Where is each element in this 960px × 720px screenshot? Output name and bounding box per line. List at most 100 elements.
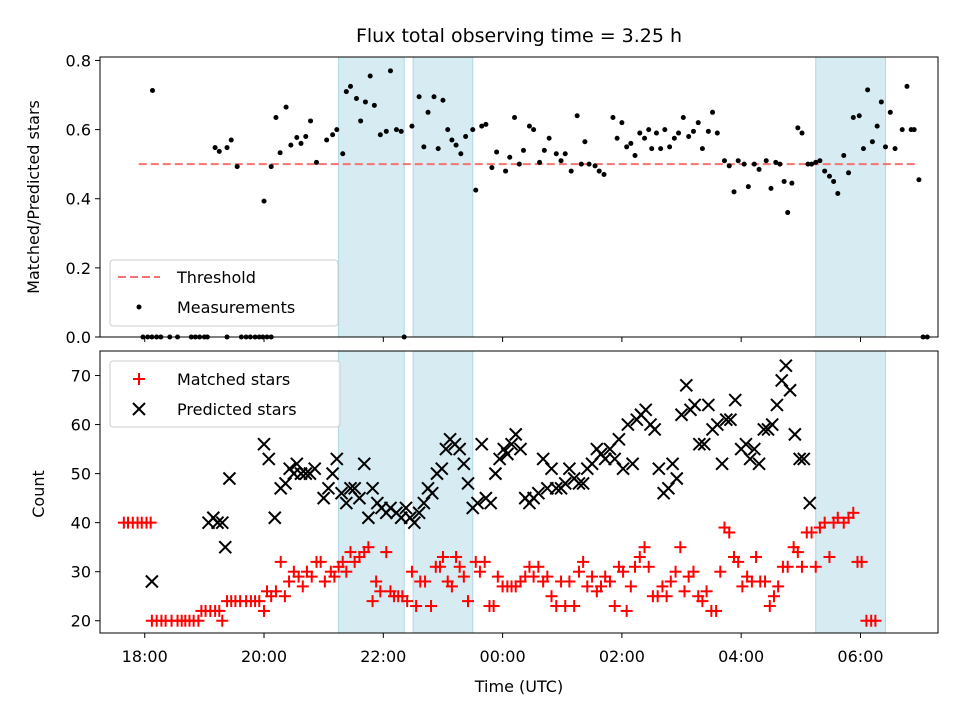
- matched-star-point: [710, 604, 723, 617]
- measurement-point: [334, 127, 340, 133]
- measurement-point: [874, 123, 880, 129]
- predicted-star-point: [257, 437, 271, 451]
- matched-star-point: [595, 580, 608, 593]
- measurement-point: [393, 127, 399, 133]
- measurement-point: [298, 140, 304, 146]
- measurement-point: [398, 128, 404, 134]
- measurement-point: [578, 161, 584, 167]
- predicted-star-point: [558, 476, 572, 491]
- predicted-star-point: [365, 481, 380, 496]
- chart-title: Flux total observing time = 3.25 h: [356, 25, 682, 47]
- measurement-point: [614, 135, 620, 141]
- measurement-point: [343, 89, 349, 95]
- legend-measurements-label: Measurements: [177, 298, 295, 317]
- measurement-point: [541, 147, 547, 153]
- measurement-point: [624, 144, 630, 150]
- matched-star-point: [527, 570, 540, 583]
- matched-star-point: [700, 585, 713, 598]
- measurement-point: [601, 172, 607, 178]
- matched-star-point: [453, 560, 466, 573]
- predicted-star-point: [278, 476, 293, 491]
- ratio-panel: 0.00.20.40.60.8 Matched/Predicted stars …: [24, 51, 939, 347]
- matched-star-point: [660, 590, 673, 603]
- measurement-point: [416, 94, 422, 100]
- top-y-tick-label: 0.8: [66, 51, 91, 70]
- predicted-star-point: [470, 496, 485, 510]
- x-tick-label: 22:00: [360, 647, 406, 666]
- measurement-point: [637, 130, 643, 136]
- measurement-point: [512, 114, 518, 120]
- measurement-point: [686, 134, 692, 140]
- top-axes-frame: [99, 56, 939, 338]
- measurement-point: [768, 185, 774, 191]
- predicted-star-point: [608, 452, 622, 466]
- measurement-point: [358, 118, 364, 124]
- predicted-star-point: [457, 457, 471, 471]
- predicted-star-point: [504, 437, 519, 451]
- measurement-point: [731, 189, 737, 195]
- predicted-star-point: [715, 457, 729, 471]
- measurement-point: [553, 151, 559, 157]
- matched-star-point: [620, 604, 633, 617]
- measurement-point: [705, 128, 711, 134]
- measurement-point: [676, 130, 682, 136]
- measurement-point: [781, 178, 787, 184]
- predicted-star-point: [665, 457, 680, 471]
- matched-star-point: [723, 526, 736, 539]
- matched-star-point: [664, 575, 677, 588]
- matched-star-point: [213, 604, 226, 617]
- measurement-point: [817, 158, 823, 164]
- measurement-point: [695, 120, 701, 126]
- predicted-star-point: [625, 457, 640, 471]
- bottom-y-tick-label: 20: [71, 612, 91, 631]
- measurement-point: [878, 99, 884, 105]
- predicted-star-point: [779, 359, 793, 373]
- measurement-point: [273, 114, 279, 120]
- bottom-y-axis-title: Count: [29, 470, 48, 518]
- measurement-point: [826, 173, 832, 179]
- matched-star-point: [577, 555, 590, 568]
- matched-star-point: [581, 580, 594, 593]
- matched-star-point: [617, 565, 630, 578]
- predicted-star-point: [612, 432, 626, 446]
- matched-star-point: [473, 565, 486, 578]
- matched-star-point: [633, 550, 646, 563]
- predicted-star-point: [719, 412, 733, 427]
- predicted-star-point: [783, 383, 797, 397]
- measurement-point: [662, 127, 668, 133]
- top-y-tick-label: 0.2: [66, 259, 91, 278]
- predicted-star-point: [492, 452, 507, 466]
- matched-star-point: [192, 614, 205, 627]
- matched-star-point: [624, 580, 637, 593]
- measurement-point: [383, 128, 389, 134]
- predicted-star-point: [701, 398, 716, 412]
- measurement-point: [562, 151, 568, 157]
- predicted-star-point: [647, 422, 662, 437]
- measurement-point: [546, 135, 552, 141]
- predicted-star-point: [334, 486, 349, 500]
- predicted-star-point: [616, 461, 630, 476]
- measurement-point: [463, 134, 469, 140]
- matched-star-point: [314, 555, 327, 568]
- matched-star-point: [563, 575, 576, 588]
- measurement-point: [483, 121, 489, 127]
- measurement-point: [831, 178, 837, 184]
- bottom-legend: Matched stars Predicted stars: [109, 360, 341, 428]
- measurement-point: [294, 135, 300, 141]
- bottom-shaded-region-3: [815, 350, 887, 634]
- measurement-point: [440, 97, 446, 103]
- predicted-star-point: [325, 466, 340, 481]
- matched-star-point: [796, 560, 809, 573]
- measurement-point: [212, 145, 218, 151]
- matched-star-point: [216, 614, 229, 627]
- bottom-y-tick-label: 50: [71, 465, 91, 484]
- measurement-point: [865, 87, 871, 93]
- measurement-point: [869, 139, 875, 145]
- measurement-point: [367, 73, 373, 79]
- matched-star-point: [805, 526, 818, 539]
- measurement-point: [751, 161, 757, 167]
- bottom-shaded-region-2: [412, 350, 474, 634]
- predicted-star-point: [536, 452, 550, 466]
- predicted-star-point: [218, 540, 232, 554]
- measurement-point: [822, 168, 828, 174]
